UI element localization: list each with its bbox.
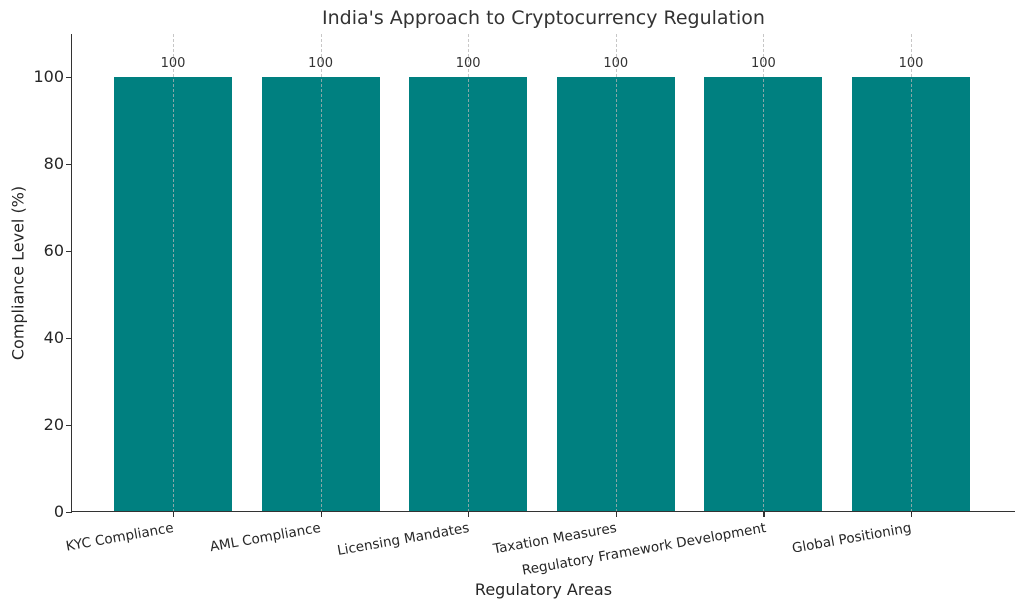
x-tick-label: Regulatory Framework Development <box>520 520 768 579</box>
y-tick-label: 0 <box>53 502 64 521</box>
x-tick-label: Licensing Mandates <box>335 520 471 559</box>
y-axis-label: Compliance Level (%) <box>8 185 28 361</box>
y-tick <box>66 76 71 79</box>
bar-value-label: 100 <box>898 56 924 72</box>
x-tick-label: KYC Compliance <box>64 520 175 555</box>
y-tick <box>66 250 71 252</box>
x-tick-label: AML Compliance <box>209 520 323 556</box>
bar-value-label: 100 <box>308 56 333 72</box>
y-tick <box>66 163 71 166</box>
chart-title: India's Approach to Cryptocurrency Regul… <box>322 7 765 29</box>
x-axis-spine <box>71 511 1015 513</box>
y-tick-label: 20 <box>43 415 64 435</box>
plot-area: 100 100 100 100 100 100 <box>72 34 1015 512</box>
x-tick <box>615 512 617 517</box>
y-tick-label: 100 <box>33 67 64 87</box>
gridline <box>320 34 322 512</box>
bar-value-label: 100 <box>750 56 776 72</box>
x-tick <box>468 512 470 517</box>
x-tick-label: Global Positioning <box>791 520 913 557</box>
gridline <box>763 34 765 512</box>
gridline <box>173 34 174 512</box>
y-tick-label: 40 <box>43 328 64 348</box>
x-axis-label: Regulatory Areas <box>474 580 613 599</box>
y-axis-spine <box>71 34 73 513</box>
gridline <box>468 34 470 512</box>
y-tick-label: 80 <box>43 154 64 174</box>
y-tick <box>66 424 71 426</box>
gridline <box>911 34 912 512</box>
y-tick <box>66 511 71 513</box>
y-tick-label: 60 <box>43 241 64 261</box>
bar-value-label: 100 <box>455 56 481 72</box>
bar-value-label: 100 <box>603 56 629 72</box>
x-tick <box>911 512 913 517</box>
x-tick <box>320 512 322 517</box>
bar-value-label: 100 <box>160 56 186 72</box>
gridline <box>615 34 617 512</box>
x-tick <box>763 512 765 517</box>
y-tick <box>66 337 71 339</box>
x-tick <box>173 512 175 517</box>
